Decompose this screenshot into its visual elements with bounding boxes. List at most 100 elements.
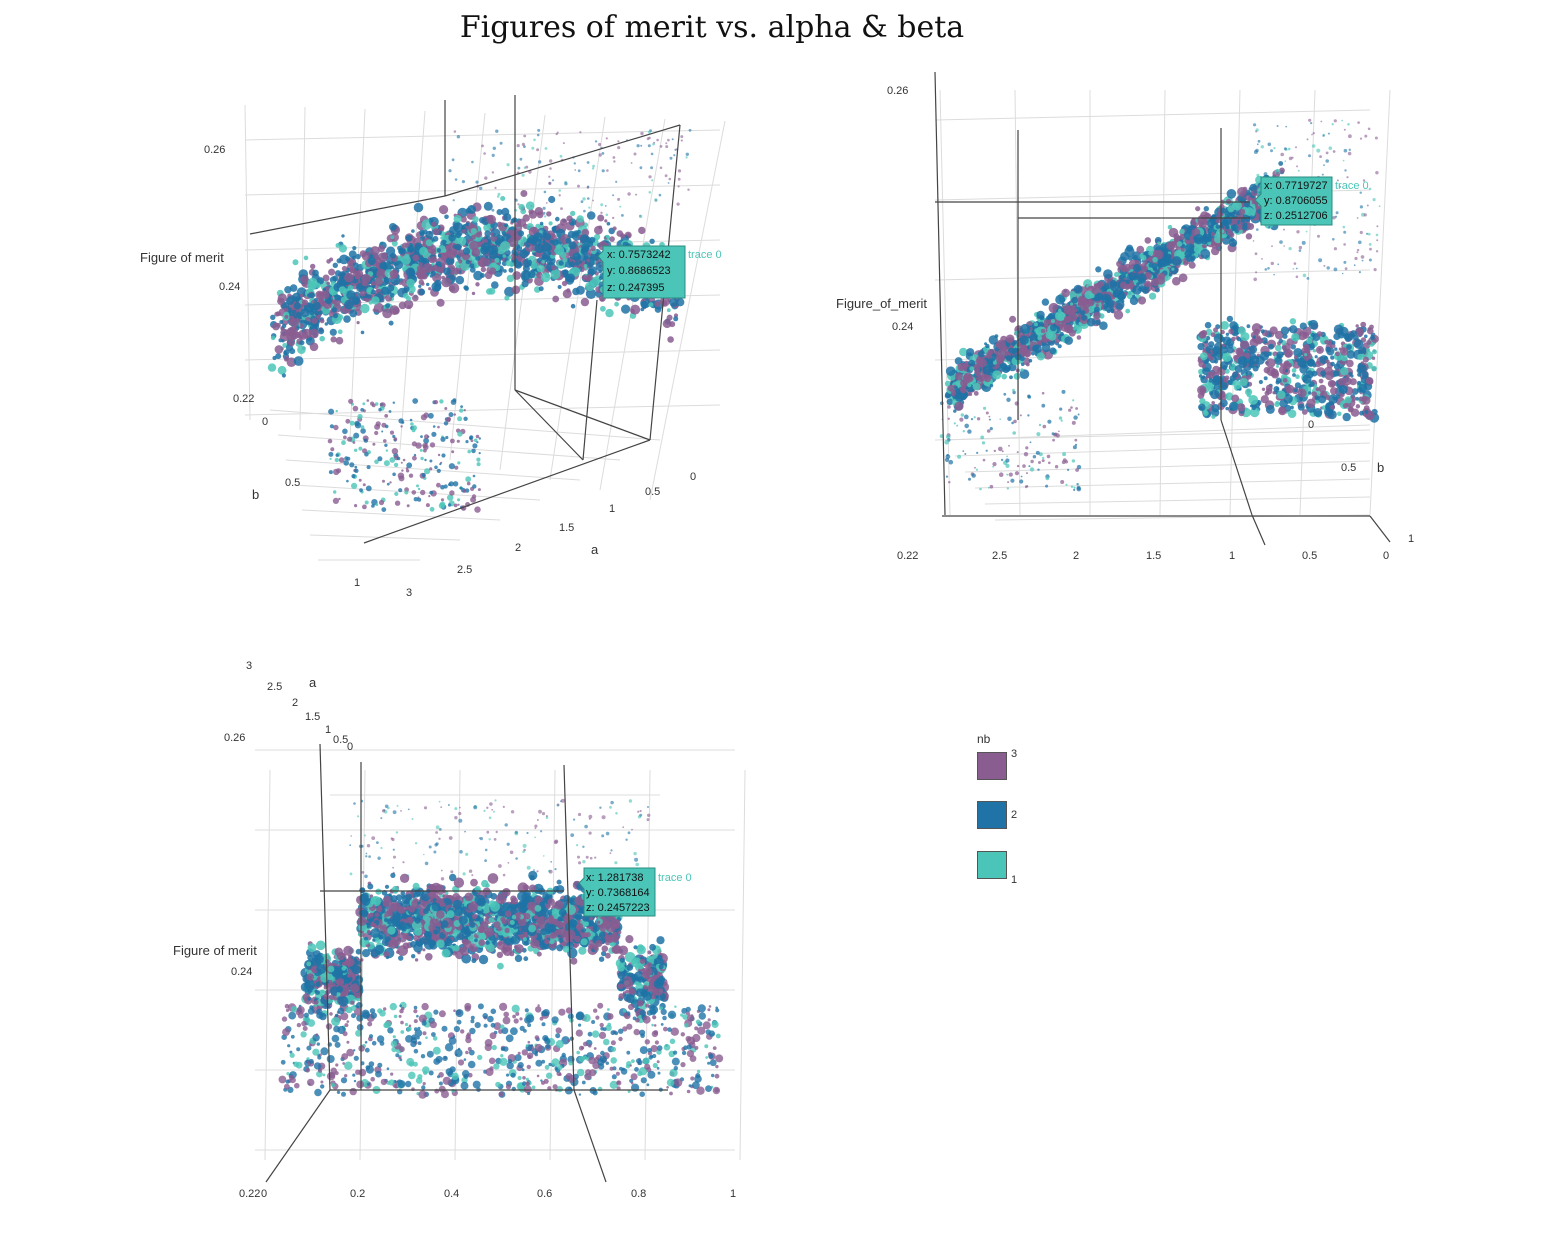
data-point bbox=[988, 335, 998, 345]
data-point bbox=[450, 870, 454, 874]
data-point bbox=[656, 138, 659, 142]
data-point bbox=[1074, 324, 1080, 330]
data-point bbox=[677, 177, 681, 181]
data-point bbox=[285, 296, 295, 305]
data-point bbox=[1226, 189, 1237, 199]
z-tick: 0.22 bbox=[233, 393, 254, 405]
data-point bbox=[400, 461, 403, 464]
data-point bbox=[1254, 252, 1258, 256]
data-point bbox=[335, 409, 338, 413]
data-point bbox=[1356, 380, 1362, 386]
data-point bbox=[481, 144, 484, 148]
data-point bbox=[1318, 348, 1322, 352]
data-point bbox=[606, 169, 609, 172]
data-point bbox=[583, 264, 588, 268]
data-point bbox=[654, 198, 658, 202]
scatter3d-panel-1[interactable]: Figure of merit b a 0.26 0.24 0.22 0 0.5… bbox=[0, 0, 780, 620]
data-point bbox=[1075, 443, 1078, 446]
data-point bbox=[540, 830, 543, 833]
scatter3d-plot-2[interactable]: Figure_of_merit b 0.26 0.24 0.22 2.5 2 1… bbox=[780, 60, 1420, 580]
data-point bbox=[586, 258, 591, 263]
data-point bbox=[950, 388, 955, 394]
data-point bbox=[1362, 179, 1366, 182]
data-point bbox=[488, 287, 496, 295]
data-point bbox=[639, 166, 643, 170]
hover-y: y: 0.8706055 bbox=[1264, 195, 1328, 207]
data-point bbox=[413, 497, 418, 502]
data-point bbox=[1076, 335, 1082, 340]
a-tick: 0 bbox=[1383, 550, 1389, 562]
data-point bbox=[1225, 224, 1230, 230]
data-point bbox=[1249, 183, 1258, 192]
data-point bbox=[448, 169, 452, 173]
scatter3d-panel-2[interactable]: Figure_of_merit b 0.26 0.24 0.22 2.5 2 1… bbox=[780, 60, 1420, 580]
data-point bbox=[1226, 315, 1234, 323]
data-point bbox=[428, 287, 432, 291]
data-point bbox=[621, 214, 624, 217]
grid-line bbox=[934, 429, 1371, 441]
data-point bbox=[1059, 331, 1064, 337]
data-point bbox=[945, 475, 949, 478]
data-point bbox=[1152, 256, 1158, 263]
data-point bbox=[459, 806, 461, 809]
data-point bbox=[280, 328, 288, 337]
hover-tooltip: x: 0.7573242 y: 0.8686523 z: 0.247395 tr… bbox=[597, 245, 722, 299]
data-point bbox=[1006, 487, 1009, 490]
data-point bbox=[615, 812, 618, 815]
data-point bbox=[666, 314, 673, 321]
data-point bbox=[1309, 381, 1315, 387]
data-point bbox=[514, 830, 518, 834]
data-point bbox=[510, 810, 515, 814]
data-point bbox=[1306, 398, 1316, 408]
data-point bbox=[1343, 148, 1348, 153]
data-point bbox=[479, 837, 483, 841]
data-point bbox=[376, 288, 380, 293]
data-point bbox=[1016, 451, 1019, 454]
data-point bbox=[407, 808, 410, 811]
data-point bbox=[1256, 143, 1259, 146]
scatter3d-panel-3[interactable]: Figure of merit a 0.26 0.24 0.22 0 0.2 0… bbox=[140, 650, 780, 1210]
data-point bbox=[652, 142, 655, 146]
data-point bbox=[350, 835, 352, 837]
data-point bbox=[1346, 176, 1349, 179]
data-point bbox=[439, 399, 444, 404]
data-point bbox=[1035, 450, 1040, 455]
data-point bbox=[1099, 321, 1108, 331]
scatter3d-plot-1[interactable]: Figure of merit b a 0.26 0.24 0.22 0 0.5… bbox=[0, 0, 780, 620]
data-point bbox=[1016, 342, 1022, 348]
data-point bbox=[397, 472, 405, 479]
data-point bbox=[402, 861, 405, 864]
data-point bbox=[407, 244, 415, 253]
data-point bbox=[1221, 346, 1229, 354]
b-axis-label: b bbox=[252, 487, 259, 502]
hover-z: z: 0.2512706 bbox=[1264, 210, 1328, 222]
data-point bbox=[536, 819, 539, 821]
data-point bbox=[349, 420, 355, 426]
data-point bbox=[1333, 267, 1338, 272]
data-point bbox=[395, 831, 399, 834]
data-point bbox=[493, 810, 495, 813]
data-point bbox=[676, 298, 685, 307]
data-point bbox=[1222, 218, 1229, 226]
data-point bbox=[484, 848, 488, 852]
data-point bbox=[459, 408, 464, 413]
data-point bbox=[664, 174, 668, 178]
data-point bbox=[534, 836, 536, 839]
data-point bbox=[567, 230, 576, 239]
scatter3d-plot-3[interactable]: Figure of merit a 0.26 0.24 0.22 0 0.2 0… bbox=[140, 650, 780, 1210]
data-point bbox=[1011, 341, 1016, 347]
data-point bbox=[1197, 343, 1205, 351]
data-point bbox=[461, 228, 467, 234]
data-point bbox=[429, 442, 436, 448]
data-point bbox=[411, 818, 414, 820]
data-point bbox=[492, 146, 496, 150]
data-point bbox=[1296, 230, 1300, 234]
data-point bbox=[1331, 123, 1334, 126]
data-point bbox=[1211, 414, 1216, 419]
data-point bbox=[979, 487, 982, 491]
data-point bbox=[449, 490, 455, 496]
data-point bbox=[1199, 352, 1208, 361]
data-point bbox=[1323, 264, 1326, 267]
data-point bbox=[445, 256, 455, 266]
data-point bbox=[1080, 310, 1086, 316]
